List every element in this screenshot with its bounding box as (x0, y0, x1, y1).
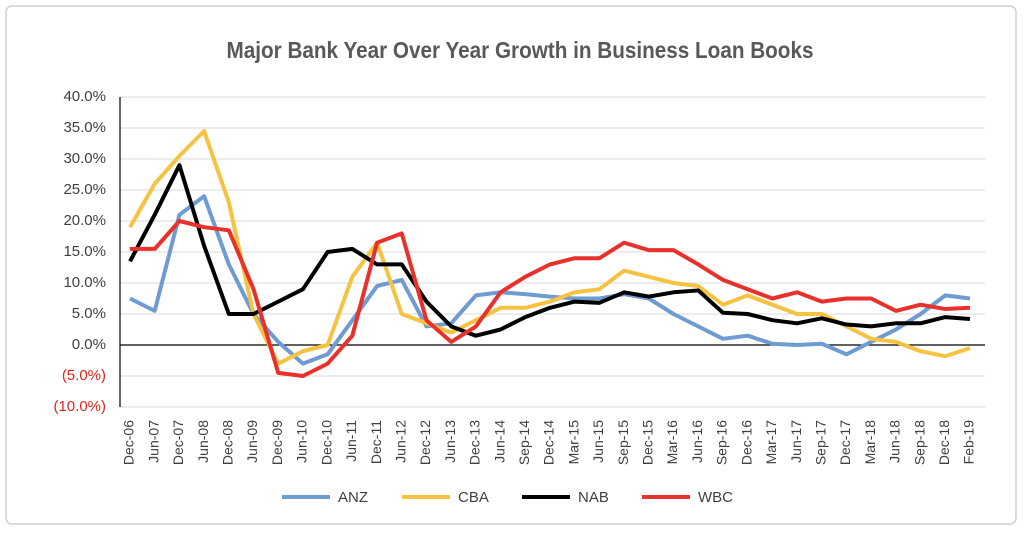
x-tick-label: Sep-14 (516, 420, 532, 465)
legend-label: NAB (578, 489, 609, 506)
x-tick-label: Dec-15 (640, 420, 656, 465)
x-tick-label: Dec-09 (269, 420, 285, 465)
x-tick-label: Jun-17 (788, 420, 804, 463)
series-line (128, 163, 971, 338)
x-tick-label: Jun-07 (145, 420, 161, 463)
x-tick-label: Dec-13 (467, 420, 483, 465)
x-tick-label: Dec-11 (368, 420, 384, 464)
x-tick-label: Jun-12 (392, 420, 408, 463)
series-line (130, 219, 971, 378)
legend-label: ANZ (338, 489, 368, 506)
y-tick-label: (10.0%) (53, 398, 106, 415)
x-tick-label: Jun-09 (244, 420, 260, 463)
y-tick-label: 10.0% (63, 274, 106, 291)
x-tick-label: Sep-16 (714, 420, 730, 465)
y-tick-label: 25.0% (63, 181, 106, 198)
x-tick-label: Dec-14 (541, 420, 557, 465)
x-tick-label: Dec-16 (738, 420, 754, 465)
x-tick-label: Mar-17 (763, 420, 779, 465)
chart-title: Major Bank Year Over Year Growth in Busi… (227, 37, 814, 63)
x-tick-label: Jun-10 (294, 420, 310, 463)
x-tick-label: Sep-18 (911, 420, 927, 465)
x-tick-label: Mar-15 (565, 420, 581, 465)
x-tick-label: Jun-08 (195, 420, 211, 463)
chart-frame (5, 5, 1017, 525)
legend-label: WBC (698, 489, 733, 506)
y-tick-label: (5.0%) (62, 367, 106, 384)
y-tick-label: 15.0% (63, 243, 106, 260)
y-tick-label: 35.0% (63, 119, 106, 136)
x-tick-label: Jun-15 (590, 420, 606, 463)
x-tick-label: Sep-15 (615, 420, 631, 465)
x-tick-label: Jun-16 (689, 420, 705, 463)
x-tick-label: Mar-16 (664, 420, 680, 465)
x-tick-label: Dec-06 (121, 420, 137, 465)
legend-label: CBA (458, 489, 489, 506)
y-tick-label: 0.0% (72, 336, 106, 353)
x-tick-label: Jun-14 (491, 420, 507, 463)
x-tick-label: Dec-17 (837, 420, 853, 465)
x-tick-label: Feb-19 (961, 420, 977, 465)
x-tick-label: Dec-10 (318, 420, 334, 465)
y-tick-label: 40.0% (63, 88, 106, 105)
x-tick-label: Sep-17 (812, 420, 828, 465)
y-tick-label: 30.0% (63, 150, 106, 167)
x-tick-label: Dec-12 (417, 420, 433, 465)
x-tick-label: Mar-18 (862, 420, 878, 465)
x-tick-label: Dec-18 (936, 420, 952, 465)
x-tick-label: Jun-11 (343, 420, 359, 462)
x-tick-label: Dec-08 (220, 420, 236, 465)
x-tick-label: Jun-13 (442, 420, 458, 463)
y-tick-label: 20.0% (63, 212, 106, 229)
series-line (129, 194, 971, 366)
y-tick-label: 5.0% (72, 305, 106, 322)
x-tick-label: Jun-18 (887, 420, 903, 463)
x-tick-label: Dec-07 (170, 420, 186, 465)
